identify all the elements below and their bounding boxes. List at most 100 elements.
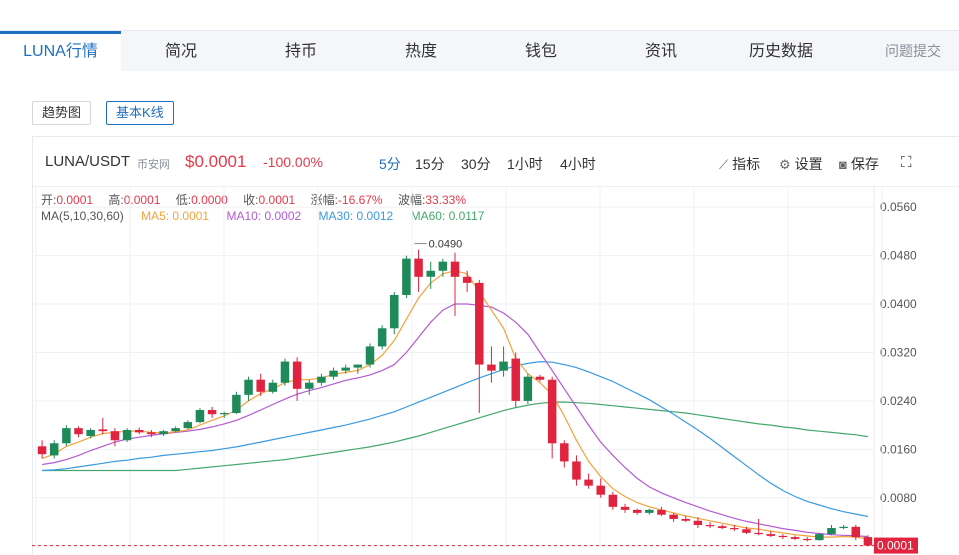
- tab-heat[interactable]: 热度: [404, 43, 437, 60]
- candle-body: [377, 328, 387, 347]
- candle-body: [754, 532, 763, 535]
- candle-body: [499, 361, 508, 371]
- symbol-label: LUNA/USDT: [45, 153, 131, 170]
- candle-body: [414, 258, 423, 277]
- candle-body: [256, 379, 265, 392]
- save-button[interactable]: ◙ 保存: [839, 154, 879, 174]
- candle-body: [742, 529, 751, 533]
- change-value: -16.67%: [337, 193, 383, 207]
- fullscreen-icon[interactable]: ⛶: [901, 154, 912, 171]
- high-value: 0.0001: [123, 193, 161, 207]
- tab-holdings[interactable]: 持币: [284, 43, 317, 60]
- feedback-link[interactable]: 问题提交: [885, 43, 941, 59]
- ma30-value: MA30: 0.0012: [318, 209, 394, 223]
- candle-body: [147, 432, 156, 435]
- candle-body: [693, 520, 703, 525]
- candle-body: [523, 376, 533, 401]
- tab-news[interactable]: 资讯: [644, 43, 677, 60]
- y-tick-label: 0.0400: [880, 297, 917, 311]
- candle-body: [535, 376, 545, 380]
- candle-body: [572, 461, 581, 480]
- exchange-label: 币安网: [137, 159, 170, 171]
- tab-wallet[interactable]: 钱包: [524, 43, 557, 60]
- interval-5m[interactable]: 5分: [379, 156, 401, 172]
- last-price-tag: [874, 537, 918, 554]
- candle-body: [365, 346, 375, 365]
- candle-body: [134, 429, 144, 433]
- candle-body: [268, 382, 278, 392]
- last-price-label: 0.0001: [877, 539, 914, 553]
- low-label: 低:: [175, 193, 192, 207]
- candle-body: [462, 276, 472, 283]
- ma10-line: [42, 303, 868, 538]
- candle-body: [232, 394, 241, 414]
- candle-body: [110, 431, 120, 441]
- candle-body: [438, 261, 448, 271]
- candle-body: [219, 413, 229, 415]
- candle-body: [645, 509, 654, 513]
- candle-body: [49, 443, 59, 456]
- ma-params: MA(5,10,30,60): [41, 209, 124, 223]
- current-price: $0.0001: [185, 152, 247, 171]
- candle-body: [402, 258, 411, 295]
- candle-body: [74, 428, 83, 435]
- candle-body: [851, 526, 861, 538]
- high-label: 高:: [108, 193, 124, 207]
- ma60-line: [42, 401, 868, 472]
- y-tick-label: 0.0480: [880, 249, 917, 263]
- gear-icon: ⚙: [779, 157, 791, 172]
- indicator-icon: ⟋: [719, 157, 729, 172]
- candle-body: [292, 361, 302, 389]
- candle-body: [183, 422, 193, 429]
- tab-luna-market[interactable]: LUNA行情: [0, 31, 121, 72]
- top-nav: LUNA行情 简况 持币 热度 钱包 资讯 历史数据 问题提交: [0, 30, 959, 72]
- candle-body: [632, 509, 642, 513]
- candle-body: [730, 528, 739, 530]
- kline-button[interactable]: 基本K线: [106, 101, 174, 125]
- candle-body: [620, 506, 630, 510]
- candle-body: [98, 429, 108, 432]
- settings-label: 设置: [794, 156, 823, 172]
- ma30-line: [42, 360, 869, 518]
- candle-body: [207, 409, 217, 415]
- candle-body: [511, 358, 520, 401]
- candle-body: [839, 526, 848, 529]
- y-tick-label: 0.0080: [880, 491, 917, 505]
- settings-button[interactable]: ⚙ 设置: [779, 154, 823, 174]
- interval-30m[interactable]: 30分: [461, 156, 491, 172]
- ma10-value: MA10: 0.0002: [226, 209, 302, 223]
- chart-header: LUNA/USDT 币安网 $0.0001 -100.00% 5分 15分 30…: [33, 137, 959, 187]
- interval-1h[interactable]: 1小时: [507, 156, 543, 172]
- interval-15m[interactable]: 15分: [415, 156, 445, 172]
- candle-body: [353, 364, 363, 368]
- candle-body: [86, 429, 95, 437]
- indicator-button[interactable]: ⟋ 指标: [719, 154, 760, 174]
- camera-icon: ◙: [839, 157, 847, 172]
- save-label: 保存: [850, 156, 879, 172]
- candle-body: [863, 537, 873, 546]
- candle-body: [608, 494, 618, 507]
- candle-body: [487, 364, 496, 371]
- tab-overview[interactable]: 简况: [164, 43, 197, 60]
- ma5-value: MA5: 0.0001: [141, 209, 210, 223]
- y-tick-label: 0.0240: [880, 394, 917, 408]
- candle-body: [37, 446, 47, 455]
- indicator-label: 指标: [732, 156, 761, 172]
- interval-4h[interactable]: 4小时: [560, 156, 596, 172]
- ma60-value: MA60: 0.0117: [410, 209, 485, 223]
- candle-body: [305, 382, 314, 389]
- trend-chart-button[interactable]: 趋势图: [32, 101, 92, 125]
- candle-body: [171, 428, 180, 432]
- candle-body: [778, 535, 788, 538]
- candle-body: [341, 367, 350, 371]
- y-tick-label: 0.0560: [880, 200, 917, 214]
- change-label: 涨幅:: [310, 193, 338, 207]
- y-tick-label: 0.0320: [880, 345, 917, 359]
- candle-body: [584, 479, 593, 486]
- candle-body: [426, 270, 435, 277]
- candle-body: [802, 538, 812, 541]
- tab-history[interactable]: 历史数据: [748, 43, 813, 60]
- ohlc-readout: 开:0.0001 高:0.0001 低:0.0000 收:0.0001 涨幅:-…: [41, 191, 478, 208]
- low-value: 0.0000: [191, 193, 228, 207]
